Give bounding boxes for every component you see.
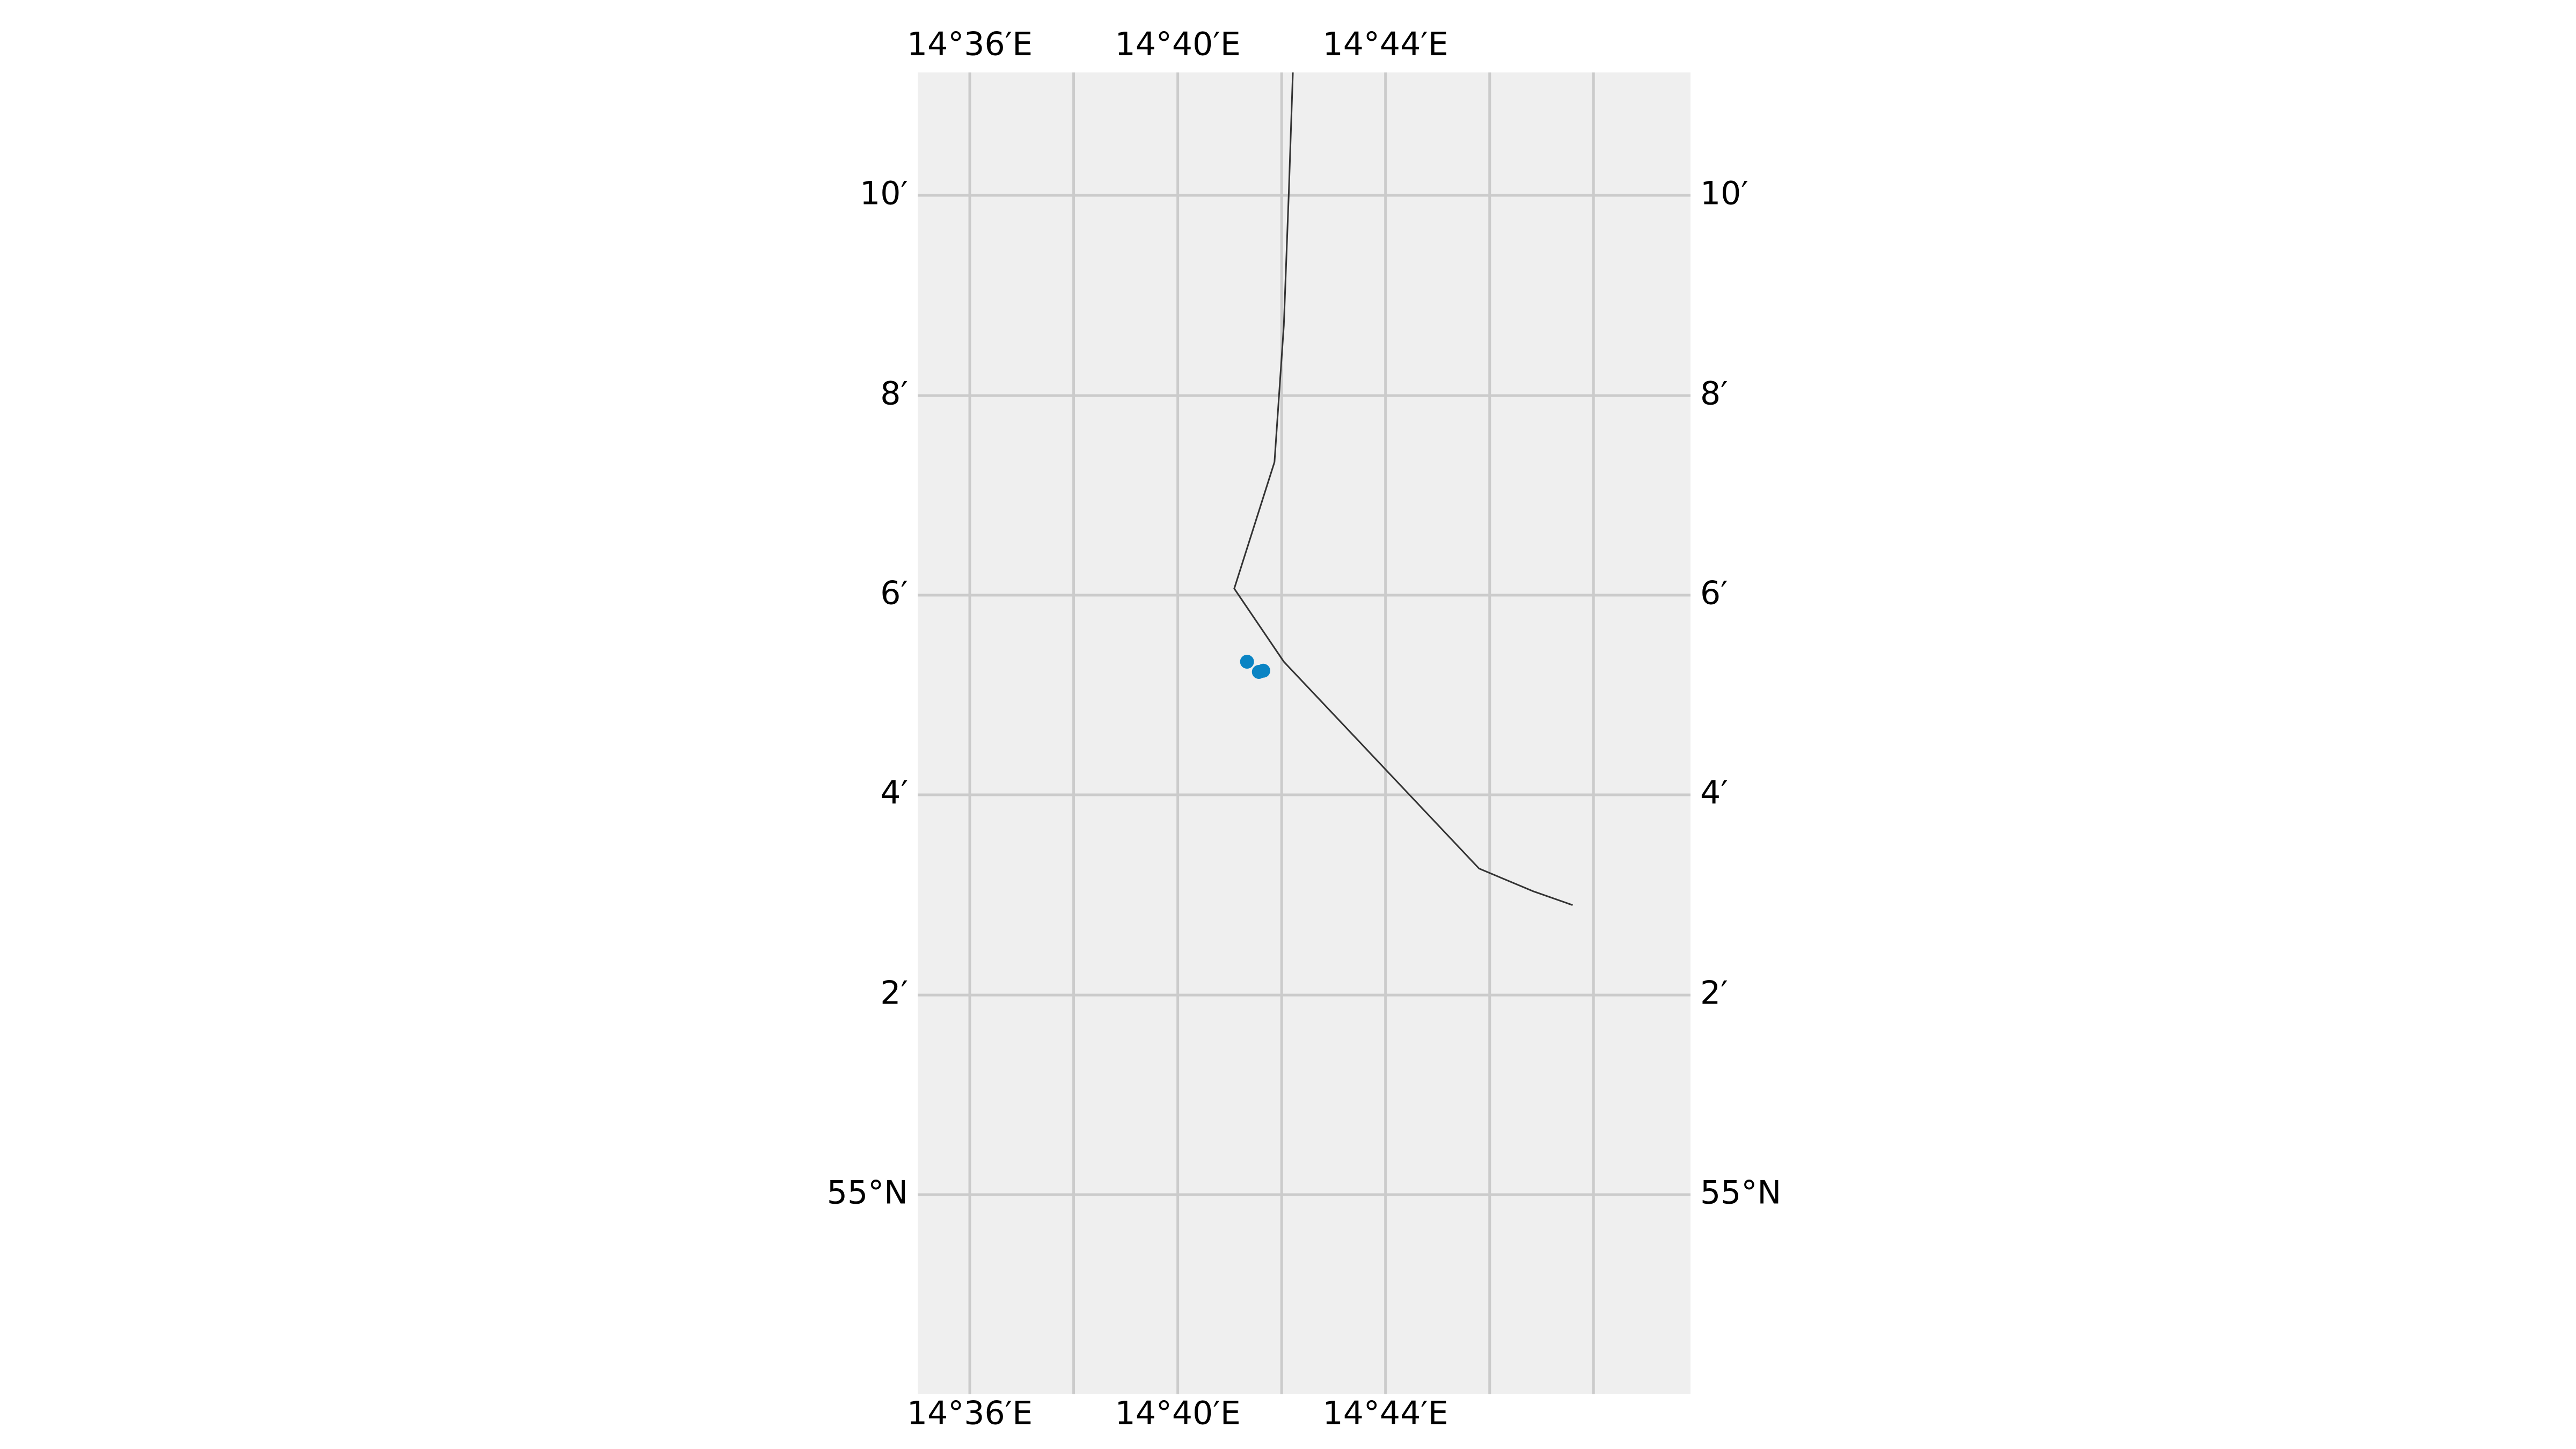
latitude-tick-label: 55°N <box>1700 1174 1781 1212</box>
latitude-tick-label: 6′ <box>880 575 908 612</box>
latitude-tick-label: 10′ <box>1700 175 1748 213</box>
latitude-gridlines <box>918 194 1690 1196</box>
longitude-tick-label: 14°36′E <box>907 1395 1033 1432</box>
latitude-tick-label: 6′ <box>1700 575 1728 612</box>
longitude-tick-label: 14°40′E <box>1115 1395 1241 1432</box>
latitude-tick-label: 8′ <box>1700 375 1728 413</box>
boundary-line <box>1233 72 1573 906</box>
longitude-tick-label: 14°44′E <box>1323 26 1448 63</box>
left-latitude-labels: 10′ 8′ 6′ 4′ 2′ 55°N <box>827 175 908 1212</box>
right-latitude-labels: 10′ 8′ 6′ 4′ 2′ 55°N <box>1700 175 1781 1212</box>
longitude-gridlines <box>968 72 1595 1394</box>
longitude-tick-label: 14°40′E <box>1115 26 1241 63</box>
map-background <box>918 72 1690 1394</box>
latitude-tick-label: 55°N <box>827 1174 908 1212</box>
latitude-tick-label: 8′ <box>880 375 908 413</box>
top-longitude-labels: 14°36′E 14°40′E 14°44′E <box>907 26 1448 63</box>
bottom-longitude-labels: 14°36′E 14°40′E 14°44′E <box>907 1395 1448 1432</box>
location-marker <box>1240 655 1254 669</box>
latitude-tick-label: 10′ <box>860 175 908 213</box>
latitude-tick-label: 4′ <box>880 774 908 812</box>
location-marker <box>1256 663 1270 678</box>
latitude-tick-label: 4′ <box>1700 774 1728 812</box>
longitude-tick-label: 14°44′E <box>1323 1395 1448 1432</box>
longitude-tick-label: 14°36′E <box>907 26 1033 63</box>
latitude-tick-label: 2′ <box>880 975 908 1012</box>
location-markers <box>1240 655 1270 679</box>
latitude-tick-label: 2′ <box>1700 975 1728 1012</box>
